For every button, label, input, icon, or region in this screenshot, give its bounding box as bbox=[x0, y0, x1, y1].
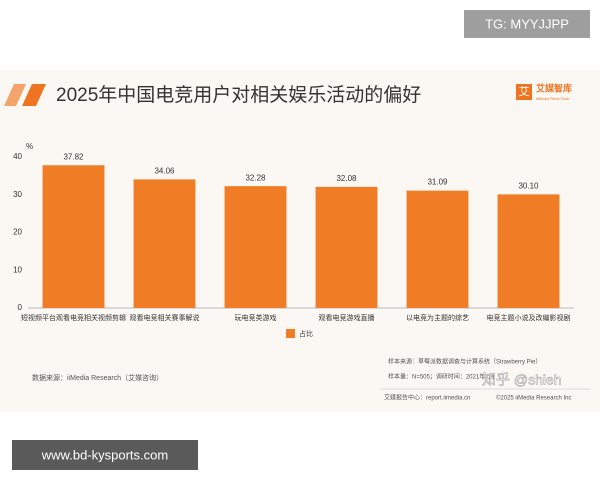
bar bbox=[315, 186, 378, 308]
tag-box bbox=[464, 10, 590, 38]
y-tick-label: 40 bbox=[13, 152, 22, 161]
tag-text: TG: MYYJJPP bbox=[485, 16, 569, 31]
x-tick-label: 玩电竞类游戏 bbox=[235, 313, 277, 322]
logo-tagline: iiMedia Think Tank bbox=[536, 96, 569, 101]
value-label: 30.10 bbox=[518, 181, 539, 190]
title-stripe bbox=[22, 84, 46, 106]
logo-icon-text: 艾 bbox=[519, 85, 530, 98]
legend-label: 占比 bbox=[299, 329, 313, 338]
source: 数据来源：iiMedia Research（艾媒咨询） bbox=[32, 373, 163, 382]
value-label: 31.09 bbox=[427, 178, 448, 187]
footer: 艾媒报告中心：report.iimedia.cn bbox=[384, 394, 470, 402]
x-tick-label: 观看电竞相关赛事解说 bbox=[130, 313, 200, 322]
value-label: 34.06 bbox=[154, 167, 175, 176]
site-text: www.bd-kysports.com bbox=[41, 447, 168, 462]
y-tick-label: 30 bbox=[13, 190, 22, 199]
x-tick-label: 电竞主题小说及改编影视剧 bbox=[487, 313, 571, 322]
logo-icon bbox=[516, 84, 532, 100]
value-label: 32.08 bbox=[336, 174, 357, 183]
bar bbox=[133, 179, 196, 308]
x-tick-label: 短视频平台观看电竞相关视频剪辑 bbox=[21, 313, 126, 322]
x-tick-label: 以电竞为主题的综艺 bbox=[406, 313, 469, 322]
bar bbox=[406, 190, 469, 308]
y-tick-label: 20 bbox=[13, 228, 22, 237]
value-label: 37.82 bbox=[63, 152, 84, 161]
bar bbox=[497, 194, 560, 308]
x-tick-label: 观看电竞游戏直播 bbox=[319, 313, 375, 322]
legend-swatch bbox=[286, 329, 295, 338]
bar bbox=[224, 186, 287, 308]
footer: ©2025 iiMedia Research Inc bbox=[496, 395, 571, 402]
watermark: 知乎 @shieh bbox=[482, 372, 562, 388]
chart-title: 2025年中国电竞用户对相关娱乐活动的偏好 bbox=[56, 84, 421, 106]
y-axis-label: % bbox=[26, 142, 33, 151]
note: 样本来源：草莓派数据调查与计算系统（Strawberry Pie） bbox=[388, 358, 541, 366]
value-label: 32.28 bbox=[245, 173, 266, 182]
y-tick-label: 0 bbox=[18, 303, 23, 312]
logo-name: 艾媒智库 bbox=[536, 82, 572, 93]
note: 样本量：N=505；调研时间：2021年1月 bbox=[388, 373, 495, 381]
site-box bbox=[12, 440, 198, 470]
title-stripe bbox=[4, 84, 26, 106]
bar bbox=[42, 165, 105, 308]
y-tick-label: 10 bbox=[13, 265, 22, 274]
